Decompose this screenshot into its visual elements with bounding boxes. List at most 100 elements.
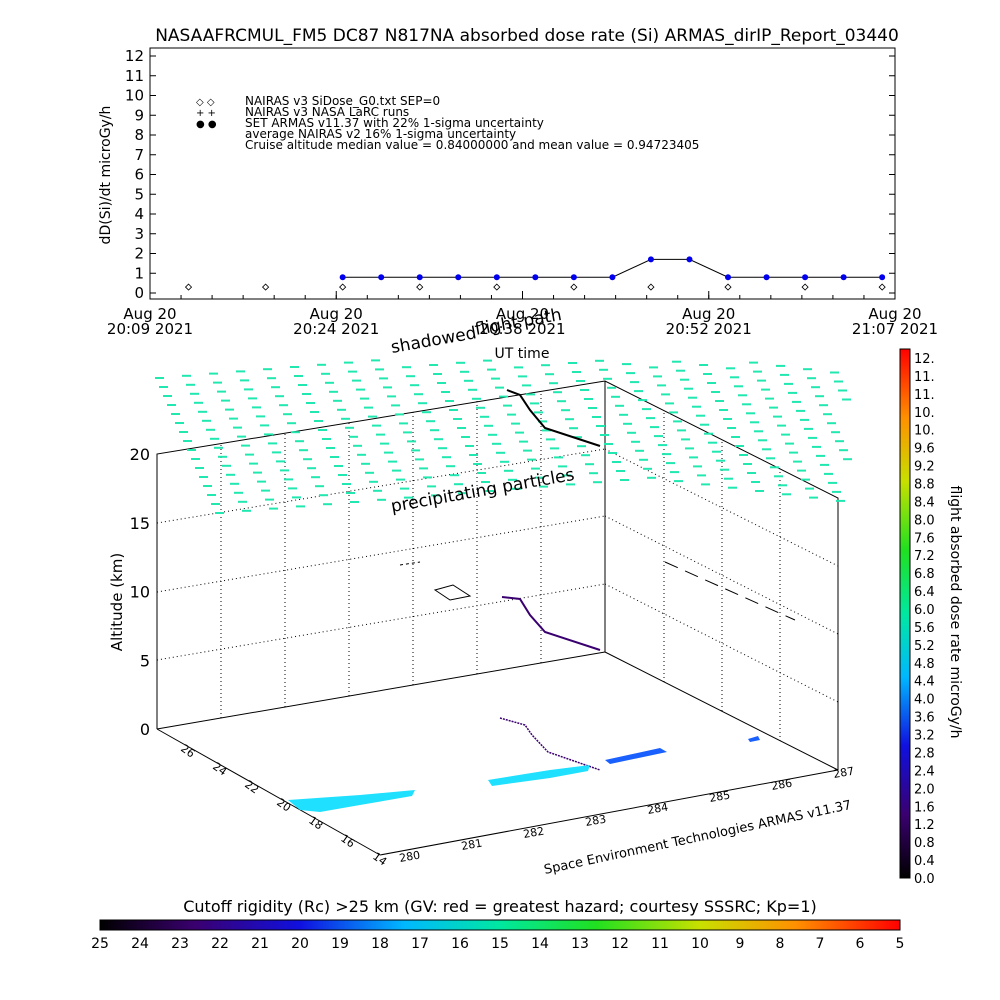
dose-colorbar-bar (899, 348, 911, 879)
nairas-point (570, 283, 578, 291)
nairas-point (647, 283, 655, 291)
dose-colorbar-tick-label: 2.8 (914, 746, 935, 761)
rigidity-colorbar-tick-label: 14 (531, 936, 549, 952)
rigidity-colorbar-tick-label: 6 (856, 936, 865, 952)
rigidity-colorbar-tick-label: 20 (291, 936, 309, 952)
ground-track-center (488, 765, 590, 786)
dose-colorbar-tick-label: 11. (914, 388, 935, 403)
legend-text: SET ARMAS v11.37 with 22% 1-sigma uncert… (245, 116, 544, 130)
dose-colorbar-tick-label: 8.4 (914, 495, 935, 510)
dose-colorbar-tick-label: 2.0 (914, 782, 935, 797)
altitude-axis-label: Altitude (km) (108, 553, 126, 651)
dose-colorbar-tick-label: 4.0 (914, 693, 935, 708)
box-gridlines (156, 391, 839, 741)
flight-path-upper-segment (506, 389, 601, 447)
dose-colorbar-tick-label: 0.0 (914, 872, 935, 887)
dose-colorbar-tick-label: 10. (914, 424, 935, 439)
dose-colorbar-tick-label: 1.2 (914, 818, 935, 833)
top-x-tick-label: Aug 20 (496, 305, 549, 323)
armas-point (416, 274, 423, 281)
rigidity-colorbar-tick-label: 18 (371, 936, 389, 952)
armas-point (686, 256, 693, 263)
nairas-point (339, 283, 347, 291)
armas-point (493, 274, 500, 281)
legend-text: NAIRAS v3 NASA LaRC runs (245, 105, 409, 119)
longitude-tick-label: 286 (770, 777, 793, 793)
top-y-tick-label: 12 (125, 47, 144, 65)
dose-colorbar-tick-label: 1.6 (914, 800, 935, 815)
rigidity-colorbar-tick-label: 24 (131, 936, 149, 952)
legend-symbol: ● ● (196, 119, 217, 130)
top-y-tick-label: 5 (134, 185, 144, 203)
longitude-tick-label: 280 (398, 849, 421, 865)
rigidity-colorbar-tick-label: 17 (411, 936, 429, 952)
dose-colorbar-tick-label: 9.6 (914, 442, 935, 457)
dose-colorbar-tick-label: 11. (914, 370, 935, 385)
top-y-tick-label: 0 (134, 284, 144, 302)
credit-text: Space Environment Technologies ARMAS v11… (543, 798, 853, 878)
top-plot-frame (149, 47, 896, 300)
latitude-tick-label: 22 (242, 778, 261, 797)
legend-text: Cruise altitude median value = 0.8400000… (245, 138, 699, 152)
nairas-point (878, 283, 886, 291)
altitude-tick-label: 10 (130, 583, 150, 602)
airport-marker (433, 584, 472, 601)
armas-point (339, 274, 346, 281)
nairas-point (493, 283, 501, 291)
top-x-tick-label: Aug 20 (310, 305, 363, 323)
longitude-tick-label: 287 (832, 765, 855, 781)
rigidity-colorbar-tick-label: 12 (611, 936, 629, 952)
rigidity-colorbar-tick-label: 7 (816, 936, 825, 952)
box-floor-back-edge (156, 651, 606, 730)
nairas-point (416, 283, 424, 291)
top-series (184, 256, 886, 291)
dose-colorbar-ticks: 0.0 0.4 0.8 1.2 1.6 2.0 2.4 2.8 3.2 3.6 4.0 4.4 4.8 5… (914, 352, 935, 887)
nairas-point (262, 283, 270, 291)
armas-point (763, 274, 770, 281)
armas-point (609, 274, 616, 281)
dose-colorbar-tick-label: 0.8 (914, 836, 935, 851)
altitude-tick-label: 5 (140, 651, 150, 670)
rigidity-colorbar-tick-label: 11 (651, 936, 669, 952)
top-y-tick-label: 2 (134, 245, 144, 263)
longitude-tick-label: 281 (460, 837, 483, 853)
top-y-tick-label: 10 (125, 87, 144, 105)
flight-shadow-dash (399, 561, 421, 566)
legend-text: average NAIRAS v2 16% 1-sigma uncertaint… (245, 127, 516, 141)
dose-colorbar-tick-label: 8.8 (914, 477, 935, 492)
ground-track-blue (605, 748, 667, 764)
top-x-axis-label: UT time (495, 346, 550, 362)
rigidity-colorbar-tick-label: 10 (691, 936, 709, 952)
rigidity-colorbar-tick-label: 23 (171, 936, 189, 952)
armas-point (802, 274, 809, 281)
dose-colorbar-tick-label: 4.4 (914, 675, 935, 690)
top-y-axis-label: dD(Si)/dt microGy/h (98, 106, 114, 245)
latitude-tick-label: 26 (178, 742, 197, 761)
dose-colorbar-tick-label: 0.4 (914, 854, 935, 869)
latitude-tick-label: 20 (274, 796, 293, 815)
rigidity-colorbar-bar (99, 919, 901, 931)
dose-colorbar-label: flight absorbed dose rate microGy/h (947, 486, 963, 739)
dose-colorbar-tick-label: 3.6 (914, 711, 935, 726)
armas-point (455, 274, 462, 281)
rigidity-colorbar-tick-label: 5 (896, 936, 905, 952)
rigidity-colorbar-tick-label: 25 (91, 936, 109, 952)
legend-symbol: + + (196, 108, 216, 119)
rigidity-colorbar-tick-label: 16 (451, 936, 469, 952)
top-x-tick-label: 21:07 2021 (852, 320, 938, 338)
top-y-tick-label: 1 (134, 264, 144, 282)
top-y-tick-label: 9 (134, 106, 144, 124)
nairas-point (184, 283, 193, 291)
dose-colorbar-tick-label: 7.2 (914, 549, 935, 564)
longitude-tick-label: 285 (708, 789, 731, 805)
top-x-tick-label: Aug 20 (682, 305, 735, 323)
altitude-axis: 0 5 10 15 20 (130, 445, 150, 739)
dose-colorbar-tick-label: 4.8 (914, 657, 935, 672)
dose-colorbar-tick-label: 3.2 (914, 729, 935, 744)
top-x-tick-label: Aug 20 (123, 305, 176, 323)
top-x-tick-label: Aug 20 (868, 305, 921, 323)
latitude-tick-label: 14 (370, 850, 389, 869)
top-x-tick-label: 20:09 2021 (107, 320, 193, 338)
